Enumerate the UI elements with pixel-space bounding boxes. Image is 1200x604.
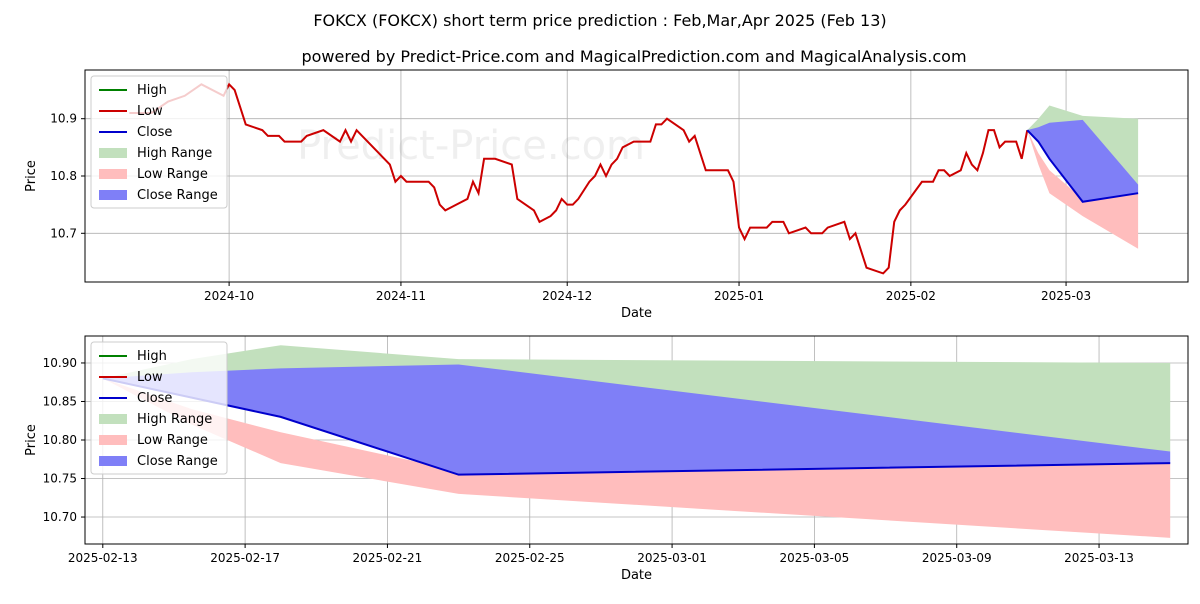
close-range-band [1027, 119, 1139, 202]
x-tick-label: 2025-03-13 [1064, 551, 1134, 565]
close-range-band [102, 364, 1171, 475]
x-tick-label: 2025-02-17 [210, 551, 280, 565]
y-axis-label: Price [24, 424, 39, 456]
legend-label: Close Range [137, 454, 218, 469]
legend-label: Low Range [137, 433, 208, 448]
x-tick-label: 2025-03-01 [637, 551, 707, 565]
y-tick-label: 10.70 [43, 510, 77, 524]
legend-swatch [99, 435, 127, 445]
legend-label: High Range [137, 146, 212, 161]
watermark-text: Predict-Price.com [297, 123, 645, 169]
legend-label: Close Range [137, 188, 218, 203]
x-tick-label: 2024-12 [542, 289, 592, 303]
legend: High Low Close High Range Low Range Close Ran… [90, 75, 228, 209]
legend-swatch [99, 456, 127, 466]
low-range-band [102, 378, 1171, 538]
x-tick-label: 2025-03-05 [780, 551, 850, 565]
plot-area [129, 82, 1139, 275]
x-tick-label: 2025-01 [714, 289, 764, 303]
y-tick-label: 10.80 [43, 433, 77, 447]
watermark: Predict-Price.com [297, 123, 645, 169]
x-axis-label: Date [621, 306, 652, 321]
x-tick-label: 2024-11 [376, 289, 426, 303]
legend-label: High [137, 83, 167, 98]
legend-swatch [99, 414, 127, 424]
x-tick-label: 2025-02 [886, 289, 936, 303]
legend-label: Low Range [137, 167, 208, 182]
y-tick-label: 10.9 [50, 112, 77, 126]
close-forecast-line [1026, 129, 1139, 203]
legend-label: Low [137, 370, 163, 385]
x-tick-label: 2025-02-25 [495, 551, 565, 565]
y-tick-label: 10.8 [50, 169, 77, 183]
x-tick-label: 2025-03 [1041, 289, 1091, 303]
x-tick-label: 2025-02-21 [353, 551, 423, 565]
legend-label: Close [137, 125, 172, 140]
legend: High Low Close High Range Low Range Close Ran… [90, 341, 228, 475]
low-history-line [129, 82, 1029, 275]
low-range-band [1027, 130, 1139, 249]
legend-label: Close [137, 391, 172, 406]
legend-swatch [99, 169, 127, 179]
legend-label: High Range [137, 412, 212, 427]
x-tick-label: 2024-10 [204, 289, 254, 303]
panel-top: Predict-Price.com 2024-10 2024-11 2024-12 20… [24, 69, 1189, 321]
y-tick-label: 10.85 [43, 394, 77, 408]
x-tick-label: 2025-03-09 [922, 551, 992, 565]
y-axis-label: Price [24, 160, 39, 192]
chart-subtitle: powered by Predict-Price.com and Magical… [301, 47, 966, 66]
legend-swatch [99, 190, 127, 200]
legend-label: Low [137, 104, 163, 119]
legend-label: High [137, 349, 167, 364]
x-axis-label: Date [621, 568, 652, 583]
legend-swatch [99, 148, 127, 158]
x-tick-label: 2025-02-13 [68, 551, 138, 565]
y-tick-label: 10.75 [43, 472, 77, 486]
chart-title: FOKCX (FOKCX) short term price predictio… [313, 11, 886, 30]
panel-bottom: Predict-Price.com2025-02-132025-02-17202… [24, 335, 1189, 583]
plot-area [102, 345, 1171, 538]
y-tick-label: 10.90 [43, 356, 77, 370]
y-tick-label: 10.7 [50, 226, 77, 240]
